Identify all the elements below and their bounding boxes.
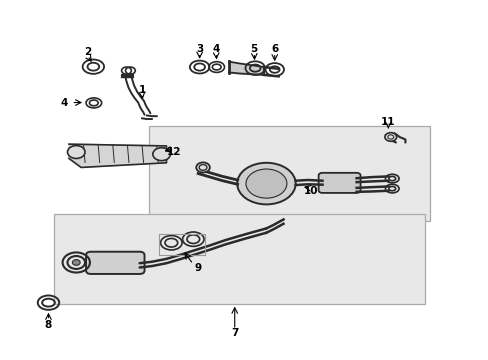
Text: 4: 4 — [61, 98, 68, 108]
Text: 2: 2 — [84, 47, 91, 57]
Text: 4: 4 — [212, 45, 220, 54]
Text: 9: 9 — [194, 263, 202, 273]
Bar — [159, 234, 205, 255]
Bar — [54, 214, 424, 304]
Text: 11: 11 — [380, 117, 395, 127]
Text: 10: 10 — [303, 186, 317, 197]
Ellipse shape — [245, 169, 286, 198]
Ellipse shape — [237, 163, 295, 204]
Bar — [149, 126, 429, 221]
Text: 8: 8 — [45, 320, 52, 330]
Text: 6: 6 — [270, 45, 278, 54]
Text: 12: 12 — [167, 147, 181, 157]
Text: 7: 7 — [231, 328, 238, 338]
Circle shape — [384, 133, 396, 141]
Text: 3: 3 — [196, 45, 203, 54]
FancyBboxPatch shape — [86, 252, 144, 274]
Text: 1: 1 — [138, 85, 145, 95]
Circle shape — [196, 162, 209, 172]
Text: 5: 5 — [250, 45, 257, 54]
FancyBboxPatch shape — [318, 173, 360, 193]
Circle shape — [72, 260, 80, 265]
Circle shape — [153, 148, 170, 161]
Polygon shape — [69, 144, 166, 167]
Circle shape — [67, 145, 85, 158]
